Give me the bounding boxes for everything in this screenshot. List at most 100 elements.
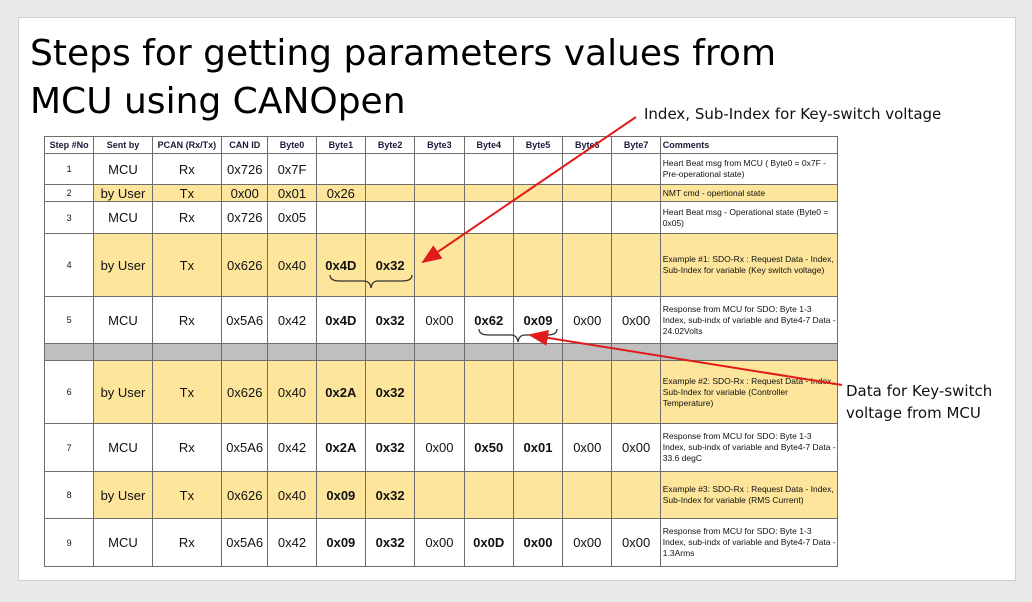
cell-step: 8 xyxy=(43,471,95,519)
cell-byte6 xyxy=(562,153,613,185)
cell-step: 3 xyxy=(43,201,95,234)
cell-byte7: 0x00 xyxy=(611,518,661,567)
data-annotation-line-1: Data for Key-switch xyxy=(846,382,993,400)
cell-comment: Example #1: SDO-Rx : Request Data - Inde… xyxy=(659,233,839,297)
cell-byte4: 0x62 xyxy=(463,296,514,344)
cell-byte0: 0x42 xyxy=(267,518,317,567)
cell-byte0: 0x7F xyxy=(267,153,317,185)
cell-byte1: 0x09 xyxy=(315,471,366,519)
title-line-2: MCU using CANOpen xyxy=(30,81,406,122)
cell-comment: Response from MCU for SDO: Byte 1-3 Inde… xyxy=(659,296,839,344)
cell-byte6 xyxy=(562,471,613,519)
cell-comment: Response from MCU for SDO: Byte 1-3 Inde… xyxy=(659,423,839,472)
slide-title: Steps for getting parameters values from… xyxy=(30,30,776,126)
cell-comment: Heart Beat msg from MCU ( Byte0 = 0x7F -… xyxy=(659,153,839,185)
table-row: 5 MCU Rx 0x5A6 0x42 0x4D 0x32 0x00 0x62 … xyxy=(43,296,839,344)
header-byte4: Byte4 xyxy=(463,136,514,154)
cell-byte3: 0x00 xyxy=(414,423,465,472)
cell-byte3: 0x00 xyxy=(414,296,465,344)
cell-step: 6 xyxy=(43,360,95,424)
cell-byte2 xyxy=(364,184,416,202)
cell-comment: Heart Beat msg - Operational state (Byte… xyxy=(659,201,839,234)
cell-byte6 xyxy=(562,360,613,424)
cell-can-id: 0x626 xyxy=(221,471,269,519)
cell-byte2: 0x32 xyxy=(364,360,416,424)
cell-sent-by: by User xyxy=(93,233,153,297)
cell-sent-by: by User xyxy=(93,471,153,519)
arrow-to-data-bytes xyxy=(528,329,843,386)
cell-byte0: 0x01 xyxy=(267,184,317,202)
cell-byte0: 0x40 xyxy=(267,360,317,424)
cell-pcan: Rx xyxy=(151,153,223,185)
cell-byte6 xyxy=(562,233,613,297)
cell-sent-by: MCU xyxy=(93,423,153,472)
cell-comment: Example #3: SDO-Rx : Request Data - Inde… xyxy=(659,471,839,519)
data-annotation: Data for Key-switch voltage from MCU xyxy=(846,380,992,424)
cell-sent-by: by User xyxy=(93,184,153,202)
cell-byte5: 0x01 xyxy=(512,423,564,472)
cell-byte0: 0x40 xyxy=(267,471,317,519)
table-row: 4 by User Tx 0x626 0x40 0x4D 0x32 Exampl… xyxy=(43,233,839,297)
table-row: 2 by User Tx 0x00 0x01 0x26 NMT cmd - op… xyxy=(43,184,839,202)
cell-byte5: 0x00 xyxy=(512,518,564,567)
brace-data-bytes xyxy=(478,328,558,343)
cell-byte2 xyxy=(364,201,416,234)
cell-can-id: 0x726 xyxy=(221,201,269,234)
cell-step: 5 xyxy=(43,296,95,344)
cell-byte1: 0x26 xyxy=(315,184,366,202)
cell-pcan: Tx xyxy=(151,471,223,519)
cell-byte2: 0x32 xyxy=(364,471,416,519)
cell-comment: Response from MCU for SDO: Byte 1-3 Inde… xyxy=(659,518,839,567)
cell-comment: NMT cmd - opertional state xyxy=(659,184,839,202)
header-comments: Comments xyxy=(659,136,839,154)
table-row: 1 MCU Rx 0x726 0x7F Heart Beat msg from … xyxy=(43,153,839,185)
table-row: 7 MCU Rx 0x5A6 0x42 0x2A 0x32 0x00 0x50 … xyxy=(43,423,839,472)
cell-byte3: 0x00 xyxy=(414,518,465,567)
cell-pcan: Tx xyxy=(151,360,223,424)
header-byte7: Byte7 xyxy=(611,136,661,154)
cell-sent-by: MCU xyxy=(93,296,153,344)
cell-byte2: 0x32 xyxy=(364,233,416,297)
header-can-id: CAN ID xyxy=(221,136,269,154)
cell-can-id: 0x5A6 xyxy=(221,423,269,472)
cell-pcan: Tx xyxy=(151,233,223,297)
header-byte2: Byte2 xyxy=(364,136,416,154)
cell-pcan: Rx xyxy=(151,518,223,567)
cell-can-id: 0x5A6 xyxy=(221,296,269,344)
brace-index-bytes xyxy=(329,274,413,289)
cell-step: 1 xyxy=(43,153,95,185)
cell-byte7 xyxy=(611,360,661,424)
header-byte0: Byte0 xyxy=(267,136,317,154)
cell-step: 4 xyxy=(43,233,95,297)
cell-can-id: 0x626 xyxy=(221,233,269,297)
cell-byte4 xyxy=(463,153,514,185)
index-subindex-annotation: Index, Sub-Index for Key-switch voltage xyxy=(644,105,942,123)
cell-byte1: 0x4D xyxy=(315,296,366,344)
cell-byte4 xyxy=(463,471,514,519)
cell-can-id: 0x00 xyxy=(221,184,269,202)
cell-sent-by: MCU xyxy=(93,153,153,185)
cell-byte5 xyxy=(512,471,564,519)
cell-pcan: Rx xyxy=(151,423,223,472)
table-row: 8 by User Tx 0x626 0x40 0x09 0x32 Exampl… xyxy=(43,471,839,519)
cell-can-id: 0x5A6 xyxy=(221,518,269,567)
cell-can-id: 0x726 xyxy=(221,153,269,185)
data-annotation-line-2: voltage from MCU xyxy=(846,404,981,422)
cell-byte5 xyxy=(512,360,564,424)
cell-byte1 xyxy=(315,201,366,234)
cell-sent-by: by User xyxy=(93,360,153,424)
cell-byte1: 0x09 xyxy=(315,518,366,567)
cell-byte1: 0x2A xyxy=(315,360,366,424)
cell-byte2: 0x32 xyxy=(364,518,416,567)
arrow-to-index-bytes xyxy=(421,116,637,264)
cell-byte1: 0x4D xyxy=(315,233,366,297)
can-steps-table: Step #No Sent by PCAN (Rx/Tx) CAN ID Byt… xyxy=(43,136,839,567)
cell-byte6 xyxy=(562,184,613,202)
header-byte5: Byte5 xyxy=(512,136,564,154)
cell-sent-by: MCU xyxy=(93,518,153,567)
table-row: 9 MCU Rx 0x5A6 0x42 0x09 0x32 0x00 0x0D … xyxy=(43,518,839,567)
cell-byte3 xyxy=(414,471,465,519)
cell-byte5 xyxy=(512,153,564,185)
cell-byte3 xyxy=(414,233,465,297)
